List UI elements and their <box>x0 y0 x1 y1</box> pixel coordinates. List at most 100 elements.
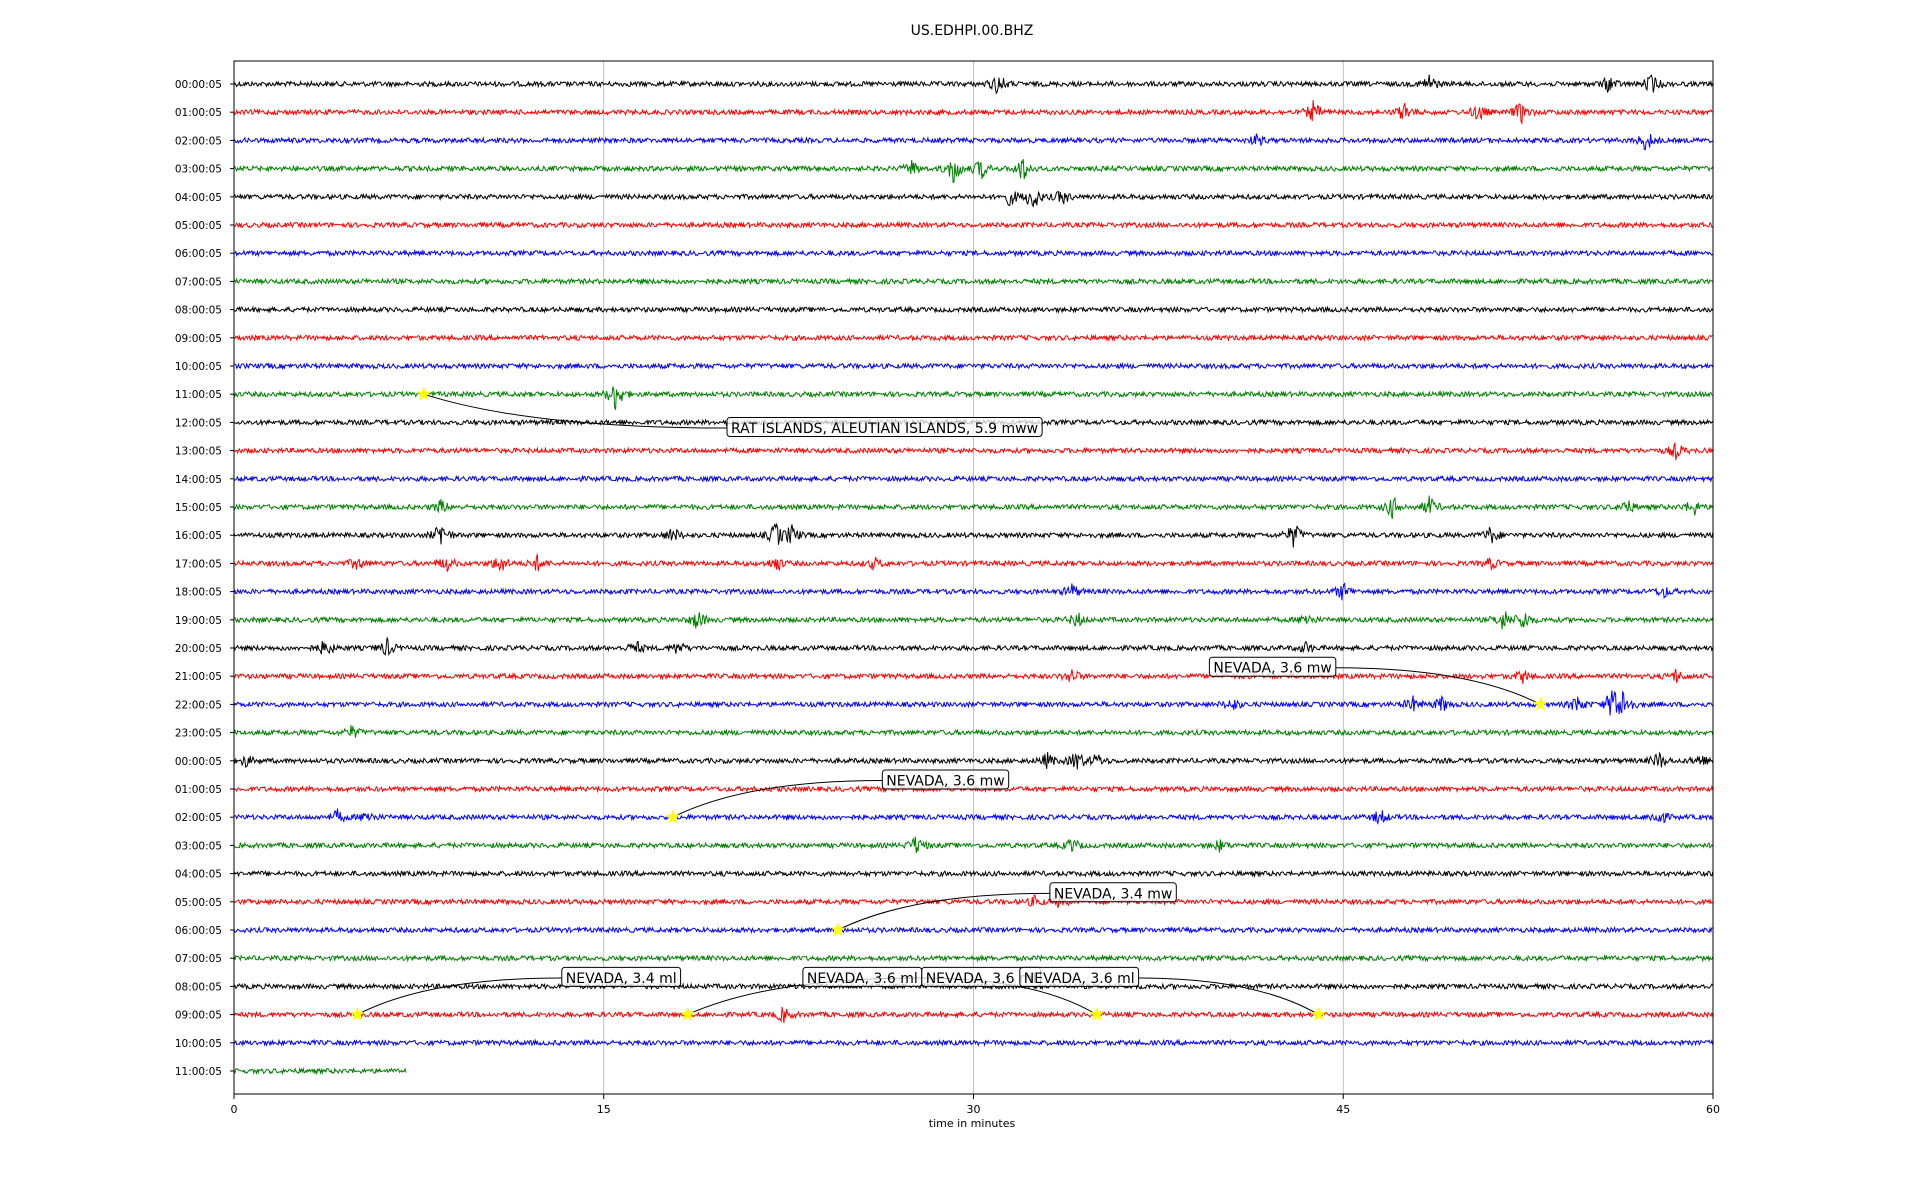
row-time-label: 21:00:05 <box>175 671 222 683</box>
event-label: RAT ISLANDS, ALEUTIAN ISLANDS, 5.9 mww <box>726 417 1043 437</box>
annotation-connector <box>672 780 883 818</box>
row-time-label: 22:00:05 <box>175 699 222 711</box>
event-star-icon <box>665 809 681 824</box>
trace-row <box>233 386 1713 411</box>
event-label-text: NEVADA, 3.6 ml <box>926 971 1037 987</box>
event-label: NEVADA, 3.6 ml <box>1019 966 1140 987</box>
row-time-label: 04:00:05 <box>175 869 222 881</box>
event-star-icon <box>680 1006 695 1021</box>
trace-row <box>233 690 1714 716</box>
row-time-label: 16:00:05 <box>175 530 222 542</box>
trace-row <box>233 333 1713 343</box>
event-label-text: RAT ISLANDS, ALEUTIAN ISLANDS, 5.9 mww <box>731 421 1038 437</box>
row-time-label: 09:00:05 <box>175 1010 222 1022</box>
trace-row <box>233 925 1713 935</box>
annotation-connector <box>423 393 728 429</box>
trace-row <box>233 725 1714 738</box>
trace-row <box>233 100 1713 126</box>
trace-row <box>234 248 1714 258</box>
row-time-label: 23:00:05 <box>175 728 222 740</box>
row-time-label: 06:00:05 <box>175 925 222 937</box>
trace-row <box>233 836 1714 853</box>
row-time-label: 03:00:05 <box>175 840 222 852</box>
trace-row <box>233 894 1713 908</box>
trace-row <box>233 361 1714 371</box>
trace-layer <box>233 74 1714 1076</box>
trace-row <box>233 133 1714 151</box>
chart-title: US.EDHPI.00.BHZ <box>911 23 1034 39</box>
event-markers <box>349 386 1548 1021</box>
event-label-box <box>726 417 1043 437</box>
trace-row <box>233 808 1714 826</box>
row-time-label: 12:00:05 <box>175 417 222 429</box>
trace-row <box>233 190 1713 208</box>
annotation-connector <box>837 892 1050 931</box>
x-tick-label: 15 <box>597 1103 611 1116</box>
event-label: NEVADA, 3.6 mw <box>1208 656 1337 677</box>
annotation-connector <box>1335 667 1541 705</box>
event-label-text: NEVADA, 3.6 mw <box>1213 661 1331 677</box>
event-label-text: NEVADA, 3.4 mw <box>1054 886 1172 902</box>
trace-row <box>233 277 1714 286</box>
event-label-box <box>802 966 923 987</box>
event-star-icon <box>416 386 432 401</box>
event-label-text: NEVADA, 3.6 ml <box>807 971 918 987</box>
row-time-label: 10:00:05 <box>175 1038 222 1050</box>
event-label: NEVADA, 3.6 ml <box>921 966 1042 987</box>
row-time-label: 03:00:05 <box>175 164 222 176</box>
trace-row <box>233 637 1714 657</box>
row-time-label: 13:00:05 <box>175 446 222 458</box>
trace-row <box>233 553 1714 572</box>
row-time-label: 15:00:05 <box>175 502 222 514</box>
row-time-label: 00:00:05 <box>175 756 222 768</box>
event-label-box <box>561 966 682 987</box>
trace-row <box>233 869 1714 878</box>
trace-row <box>233 1066 407 1076</box>
event-star-icon <box>1089 1006 1105 1021</box>
row-time-label: 09:00:05 <box>175 333 222 345</box>
event-label-box <box>1019 966 1140 987</box>
trace-row <box>233 582 1713 601</box>
x-tick-label: 0 <box>231 1103 238 1116</box>
row-time-label: 14:00:05 <box>175 474 222 486</box>
event-star-icon <box>349 1006 365 1021</box>
trace-row <box>233 953 1714 963</box>
event-star-icon <box>1533 696 1548 711</box>
trace-row <box>233 1006 1714 1024</box>
event-label-box <box>1208 656 1337 677</box>
x-tick-label: 45 <box>1336 1103 1350 1116</box>
trace-row <box>233 668 1713 684</box>
trace-row <box>233 305 1714 314</box>
trace-row <box>233 74 1714 95</box>
event-labels: RAT ISLANDS, ALEUTIAN ISLANDS, 5.9 mww NE… <box>561 417 1337 987</box>
trace-row <box>233 522 1714 548</box>
trace-row <box>233 495 1714 520</box>
event-label-text: NEVADA, 3.4 ml <box>566 971 677 987</box>
x-axis-label: time in minutes <box>929 1117 1016 1130</box>
row-time-label: 08:00:05 <box>175 305 222 317</box>
row-time-label: 10:00:05 <box>175 361 222 373</box>
row-time-label: 04:00:05 <box>175 192 222 204</box>
row-time-label: 11:00:05 <box>175 389 222 401</box>
event-label: NEVADA, 3.6 mw <box>881 769 1010 790</box>
event-label-text: NEVADA, 3.6 ml <box>1024 971 1135 987</box>
trace-row <box>233 474 1714 484</box>
row-time-label: 00:00:05 <box>175 79 222 91</box>
event-label: NEVADA, 3.6 ml <box>802 966 923 987</box>
row-time-label: 07:00:05 <box>175 953 222 965</box>
row-time-label: 02:00:05 <box>175 135 222 147</box>
row-time-label: 07:00:05 <box>175 276 222 288</box>
row-time-label: 06:00:05 <box>175 248 222 260</box>
x-tick-label: 30 <box>967 1103 981 1116</box>
row-time-label: 17:00:05 <box>175 558 222 570</box>
x-axis-ticks: 0 15 30 45 60 <box>231 1094 1720 1116</box>
row-time-label: 02:00:05 <box>175 812 222 824</box>
trace-row <box>233 220 1713 230</box>
row-time-label: 11:00:05 <box>175 1066 222 1078</box>
annotation-connector <box>357 977 562 1016</box>
event-label-box <box>881 769 1010 790</box>
row-time-label: 08:00:05 <box>175 981 222 993</box>
row-time-label: 05:00:05 <box>175 897 222 909</box>
trace-row <box>233 441 1714 461</box>
